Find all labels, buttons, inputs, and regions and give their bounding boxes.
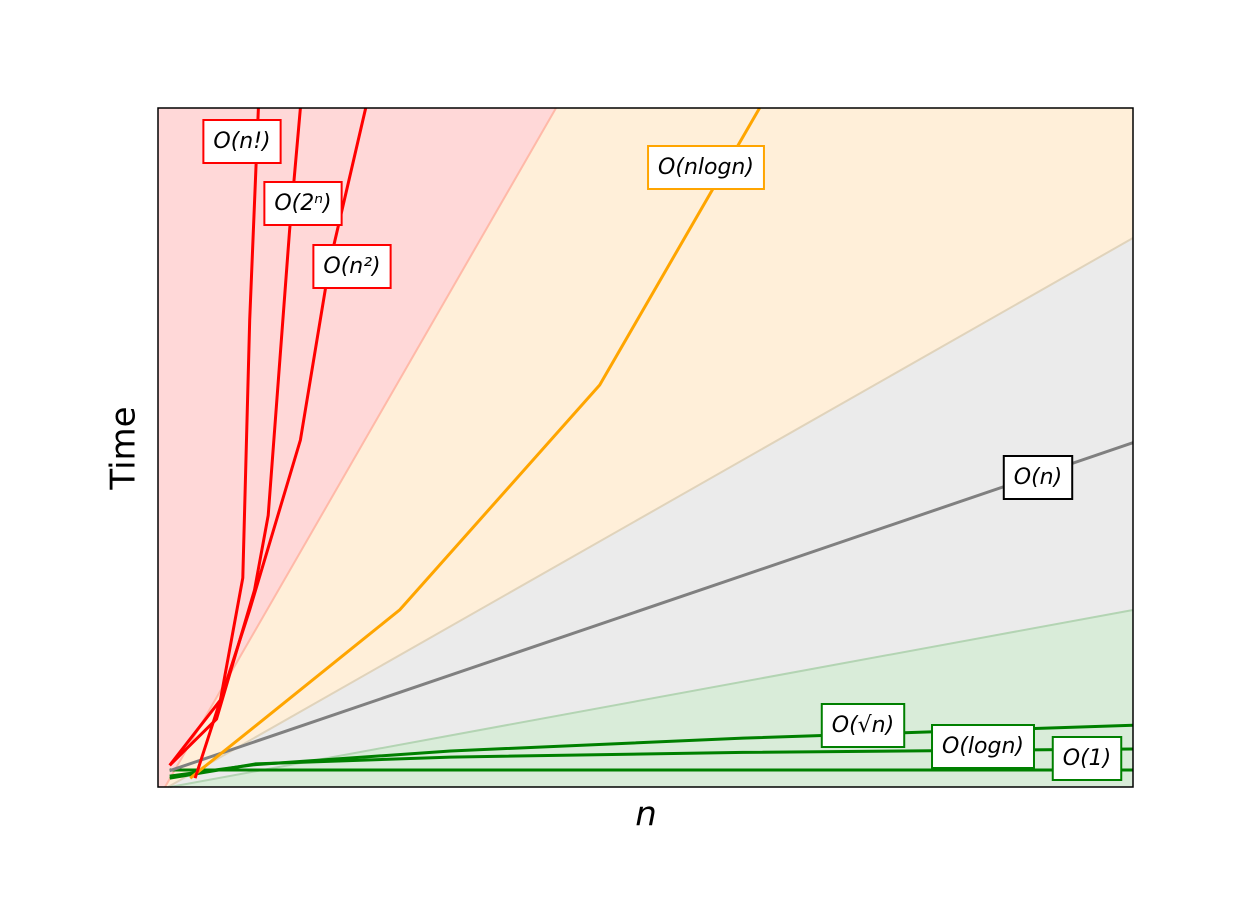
region-border: [167, 237, 1134, 788]
x-axis-label: n: [635, 795, 657, 835]
label-box: [647, 145, 765, 190]
labels: O(1) O(logn) O(√n) O(n) O(nlogn) O(n²) O(2ⁿ) O(…: [202, 119, 1123, 781]
series-label: O(logn): [942, 734, 1024, 759]
y-axis-label: Time: [104, 406, 144, 490]
series-label: O(√n): [832, 713, 894, 738]
label-box: [931, 724, 1035, 769]
series-label: O(2ⁿ): [274, 191, 331, 216]
region-border: [169, 609, 1134, 788]
label-box: [312, 244, 392, 289]
label-box: [202, 119, 282, 164]
series-line: [189, 108, 761, 780]
label-box: [820, 703, 906, 748]
series-label: O(n!): [213, 129, 270, 154]
series-label: O(1): [1063, 746, 1111, 771]
series-line: [168, 108, 260, 767]
series-label: O(n): [1014, 465, 1062, 490]
region-bad: [165, 108, 1133, 787]
series-line: [169, 441, 1133, 773]
label-box: [1051, 736, 1123, 781]
region-horrible: [158, 108, 556, 787]
series-label: O(n²): [323, 254, 380, 279]
complexity-regions: [158, 107, 1134, 788]
label-box: [1002, 455, 1074, 500]
plot-frame: [157, 107, 1134, 788]
label-box: [263, 181, 343, 226]
series-label: O(nlogn): [658, 155, 754, 180]
